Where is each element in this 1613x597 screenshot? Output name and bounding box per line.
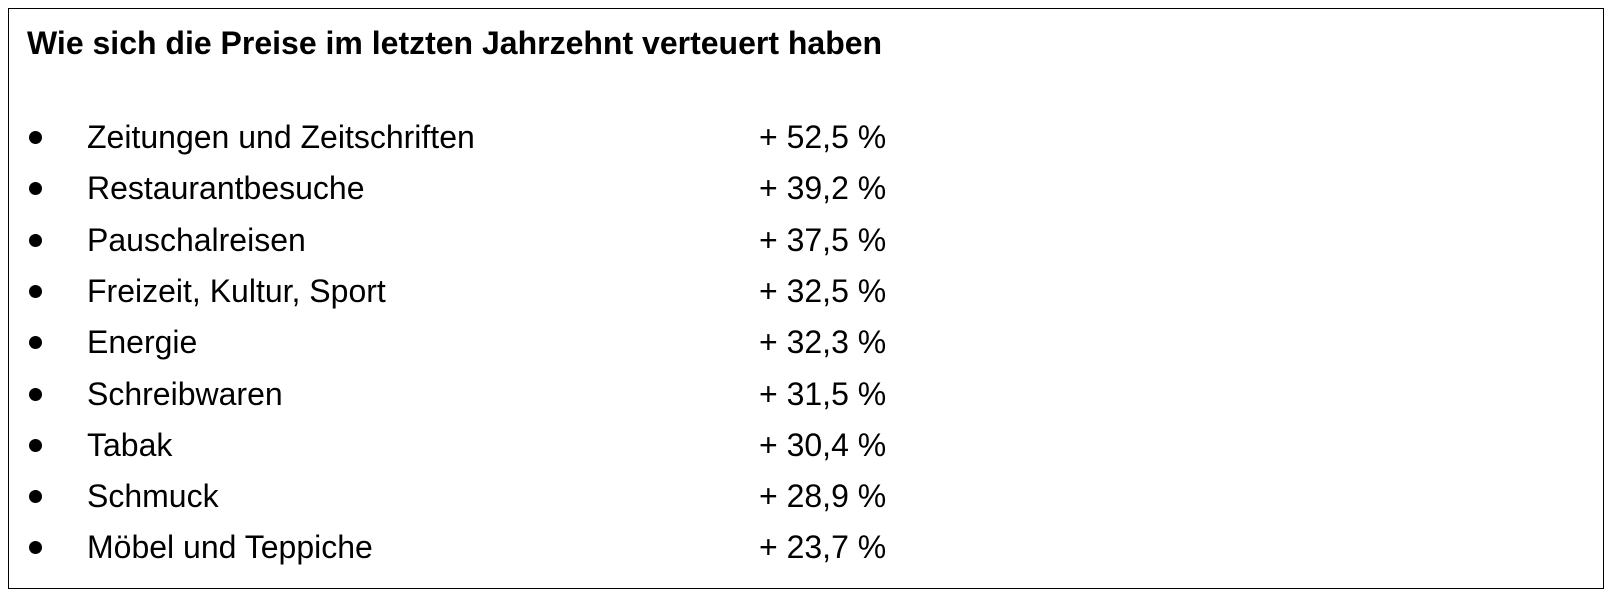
bullet — [29, 438, 42, 452]
list-item: Energie + 32,3 % — [9, 316, 1603, 368]
item-label: Pauschalreisen — [87, 221, 306, 258]
item-value: + 52,5 % — [759, 119, 887, 155]
list-item: Tabak + 30,4 % — [9, 419, 1603, 471]
list-item: Möbel und Teppiche + 23,7 % — [9, 521, 1603, 573]
item-label: Tabak — [87, 426, 173, 463]
item-value: + 32,5 % — [759, 272, 887, 309]
item-value: + 39,2 % — [759, 170, 887, 207]
list-item: Pauschalreisen + 37,5 % — [9, 214, 1603, 266]
text-box: Wie sich die Preise im letzten Jahrzehnt… — [8, 8, 1604, 589]
title: Wie sich die Preise im letzten Jahrzehnt… — [27, 25, 883, 61]
bullet — [29, 336, 42, 350]
bullet — [29, 182, 42, 196]
item-value: + 32,3 % — [759, 324, 887, 361]
item-value: + 37,5 % — [759, 221, 887, 258]
item-label: Schmuck — [87, 478, 219, 515]
bullet — [29, 541, 42, 555]
item-label: Freizeit, Kultur, Sport — [87, 272, 386, 309]
item-value: + 31,5 % — [759, 375, 887, 412]
item-label: Möbel und Teppiche — [87, 529, 373, 566]
item-value: + 23,7 % — [759, 529, 887, 566]
list-item: Schmuck + 28,9 % — [9, 470, 1603, 522]
item-label: Zeitungen und Zeitschriften — [87, 119, 475, 155]
bullet — [29, 284, 42, 298]
list-item: Zeitungen und Zeitschriften + 52,5 % — [9, 111, 1603, 163]
item-label: Schreibwaren — [87, 375, 283, 412]
list-item: Schreibwaren + 31,5 % — [9, 368, 1603, 420]
list-item: Restaurantbesuche + 39,2 % — [9, 162, 1603, 214]
item-value: + 30,4 % — [759, 426, 887, 463]
item-value: + 28,9 % — [759, 478, 887, 515]
list-item: Freizeit, Kultur, Sport + 32,5 % — [9, 265, 1603, 317]
bullet — [29, 387, 42, 401]
bullet — [29, 490, 42, 504]
item-label: Restaurantbesuche — [87, 170, 365, 207]
item-label: Energie — [87, 324, 198, 361]
bullet — [29, 131, 42, 144]
bullet — [29, 233, 42, 247]
